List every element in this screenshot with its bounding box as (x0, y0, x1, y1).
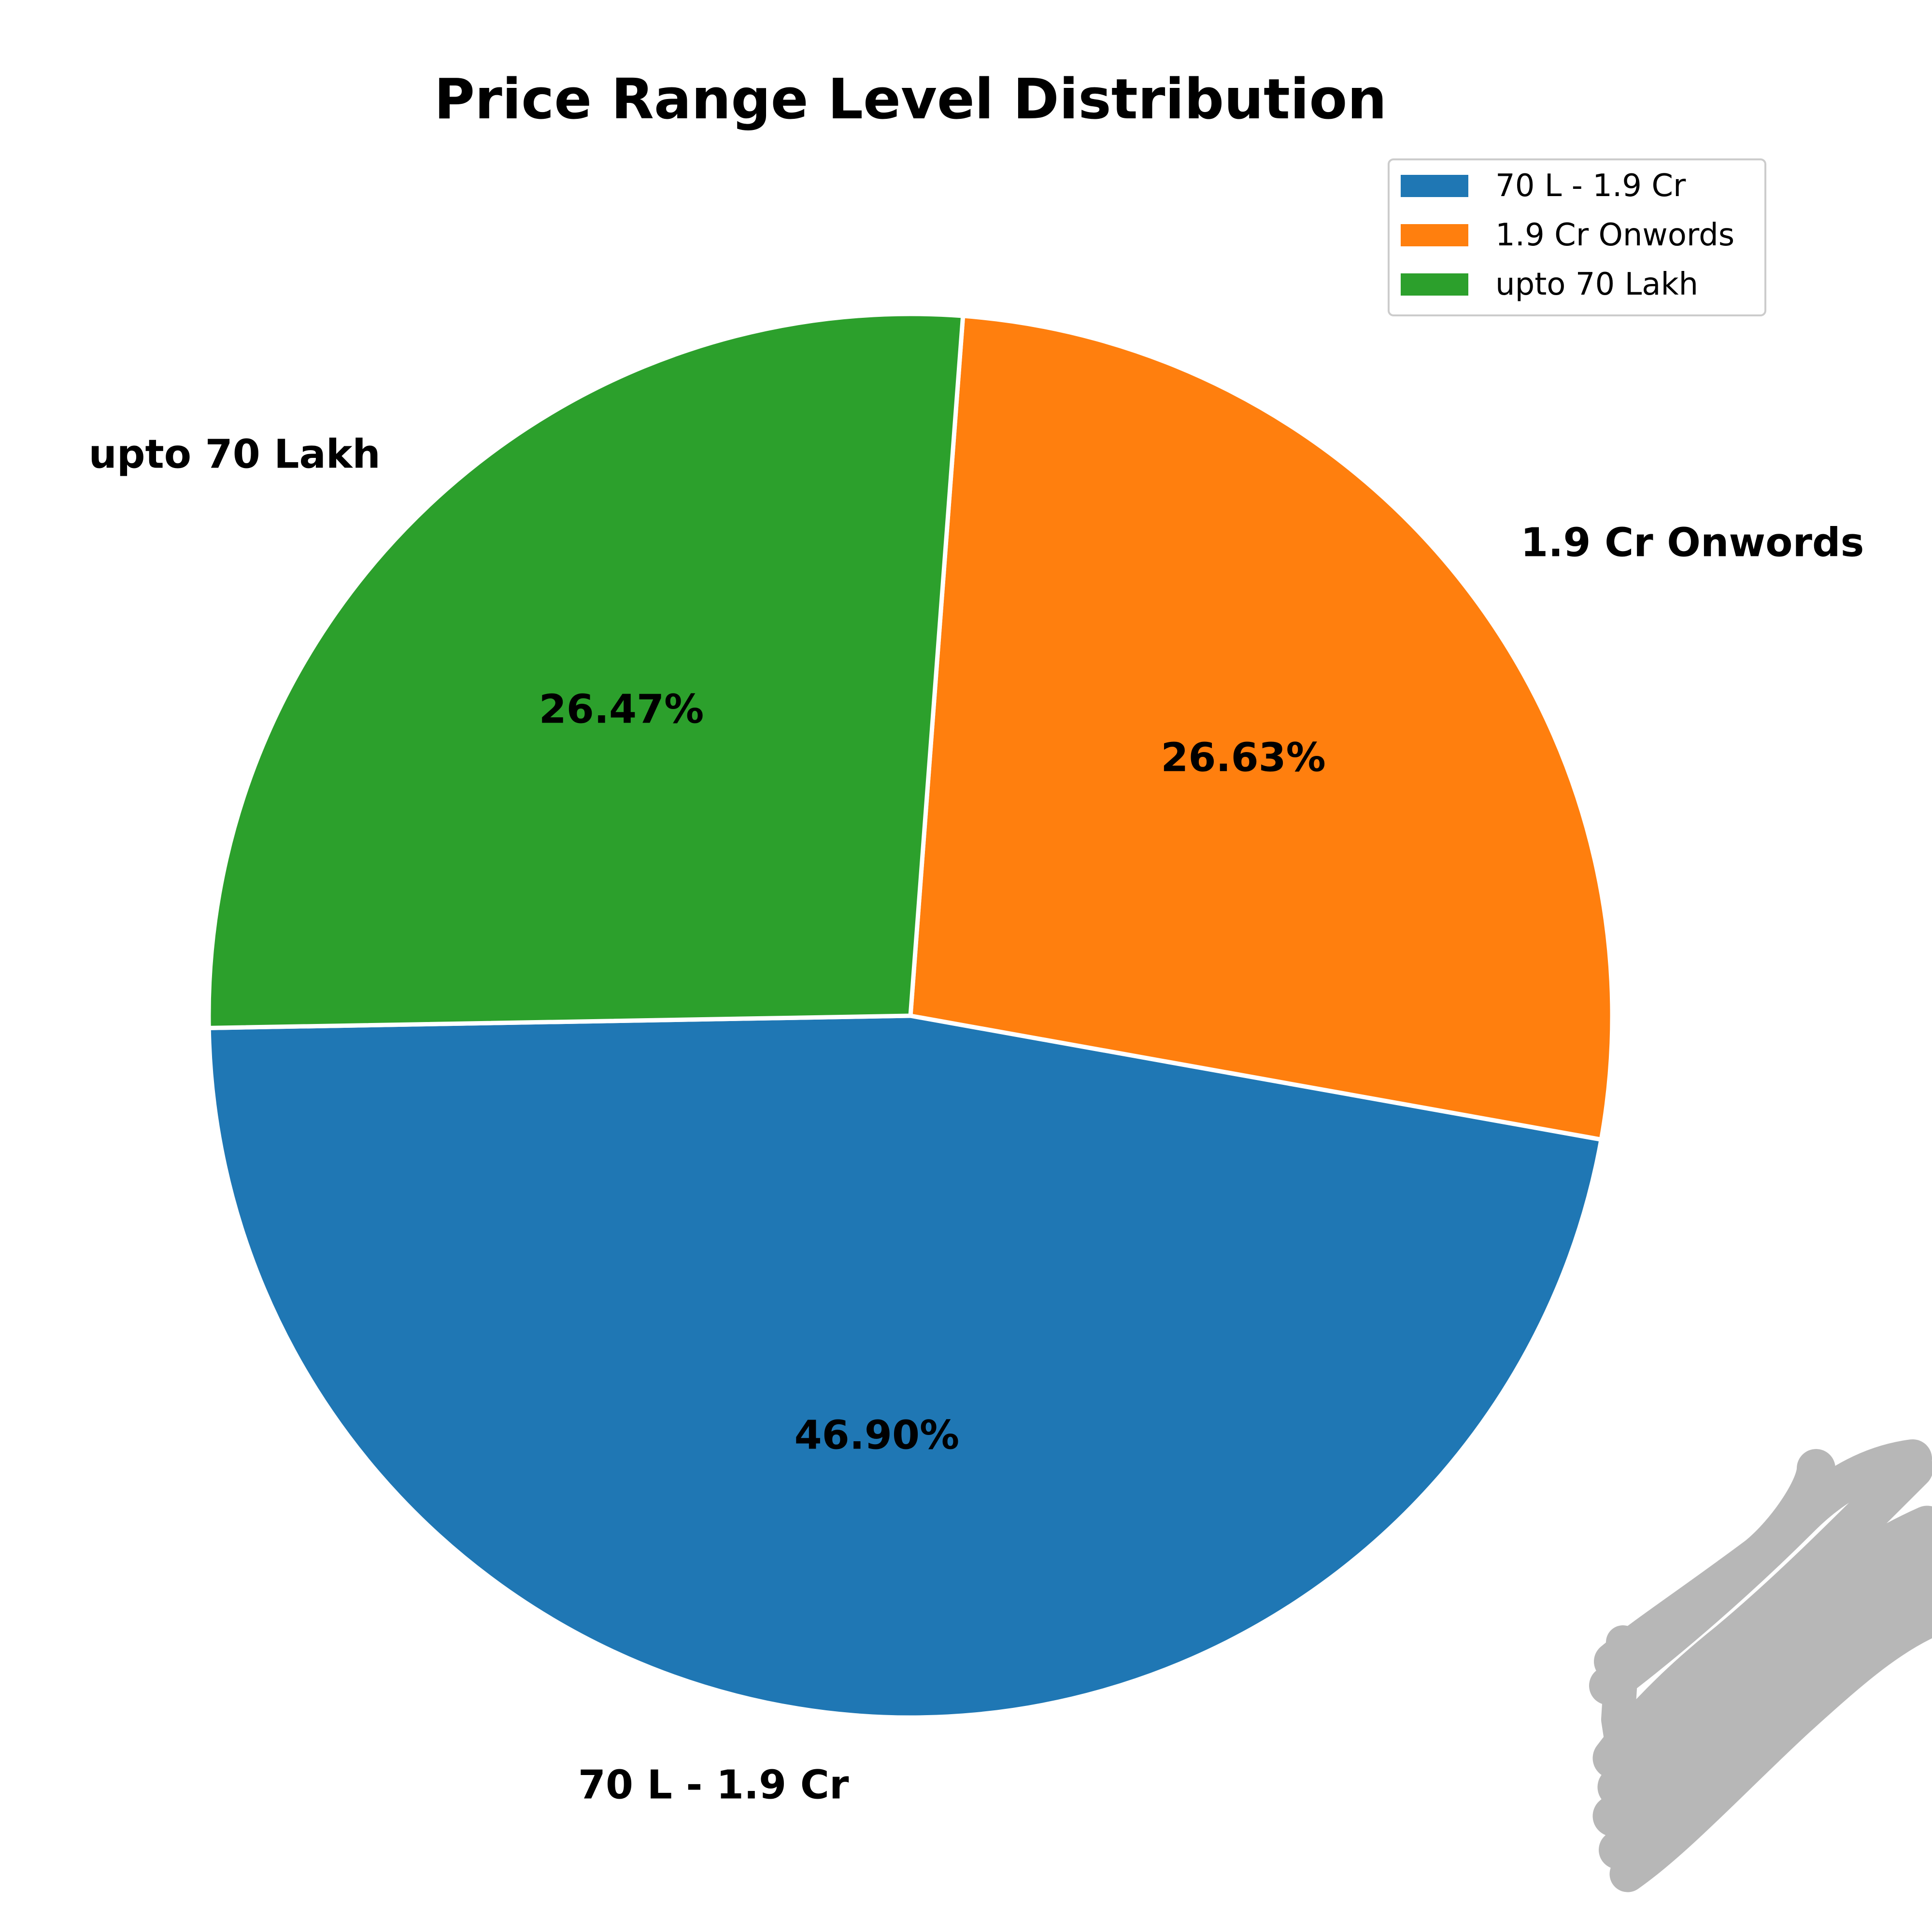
legend-frame (1388, 158, 1766, 316)
legend-label-upto-70-lakh: upto 70 Lakh (1495, 267, 1698, 302)
legend-swatch-70-l-1-9-cr (1401, 175, 1468, 197)
pie-labels: 46.90% 70 L - 1.9 Cr 26.63% 1.9 Cr Onwords 2… (88, 431, 1864, 1808)
legend-entries: 70 L - 1.9 Cr 1.9 Cr Onwords upto 70 Lakh (1401, 168, 1734, 302)
category-label-1-9-cr-onwords: 1.9 Cr Onwords (1520, 520, 1864, 566)
pie-slice-upto-70-lakh (206, 312, 966, 1030)
legend-label-70-l-1-9-cr: 70 L - 1.9 Cr (1495, 168, 1686, 204)
percent-label-70-l-1-9-cr: 46.90% (795, 1413, 960, 1459)
pie-slices (206, 312, 1615, 1720)
legend: 70 L - 1.9 Cr 1.9 Cr Onwords upto 70 Lakh (1388, 158, 1766, 316)
percent-label-upto-70-lakh: 26.47% (539, 687, 704, 733)
pie-slice-1-9-cr-onwords (908, 313, 1615, 1142)
scribble-mark (1589, 1439, 1932, 1892)
chart-title: Price Range Level Distribution (434, 67, 1387, 132)
legend-swatch-1-9-cr-onwords (1401, 224, 1468, 246)
legend-label-1-9-cr-onwords: 1.9 Cr Onwords (1495, 217, 1734, 253)
legend-swatch-upto-70-lakh (1401, 273, 1468, 296)
percent-label-1-9-cr-onwords: 26.63% (1161, 735, 1326, 781)
category-label-70-l-1-9-cr: 70 L - 1.9 Cr (578, 1762, 849, 1808)
pie-slice-70-l-1-9-cr (206, 1013, 1604, 1720)
category-label-upto-70-lakh: upto 70 Lakh (88, 431, 380, 477)
